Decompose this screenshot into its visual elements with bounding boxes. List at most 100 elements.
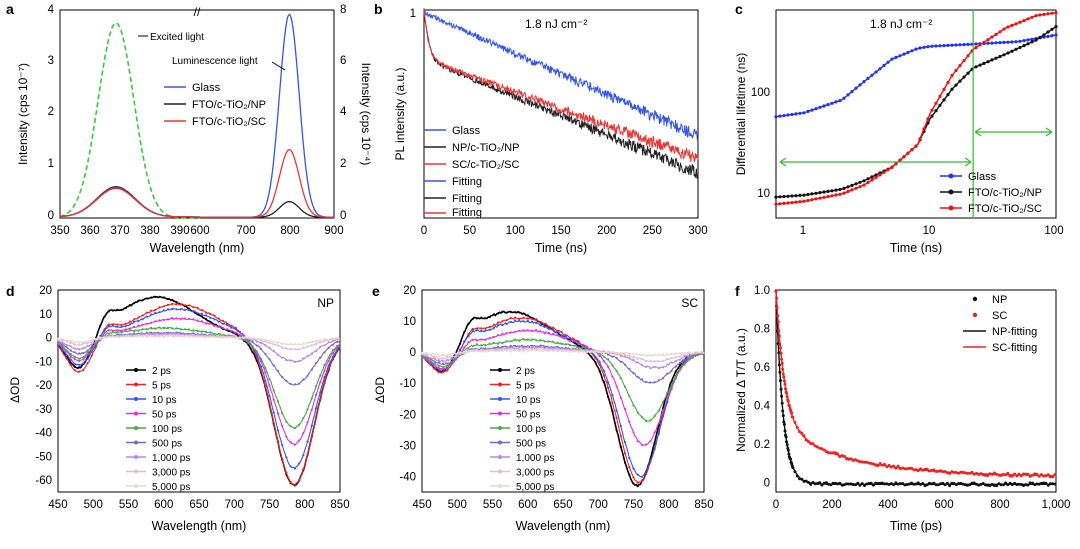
- panel-f-point-sc: [887, 463, 891, 467]
- panel-f-point-np: [807, 481, 810, 484]
- panel-d-point: [162, 309, 165, 312]
- panel-f-point-sc: [903, 467, 907, 471]
- panel-d-point: [259, 369, 263, 372]
- panel-e-point: [615, 416, 618, 419]
- panel-e-point: [556, 331, 559, 334]
- panel-e-y-tick: 10: [403, 316, 416, 328]
- panel-f-point-sc: [966, 471, 969, 475]
- panel-e-point: [492, 326, 495, 329]
- panel-d-point: [69, 339, 72, 343]
- panel-f-point-sc: [1006, 471, 1010, 475]
- panel-e-point: [522, 320, 525, 323]
- panel-e-point: [687, 355, 690, 358]
- panel-d-point: [192, 310, 195, 313]
- panel-f-point-np: [905, 483, 909, 486]
- panel-d-point: [205, 314, 208, 317]
- panel-d-point: [73, 362, 76, 365]
- panel-e-point: [437, 361, 440, 364]
- panel-d-legend-label: 100 ps: [152, 424, 182, 435]
- panel-c-point: [822, 104, 826, 108]
- panel-c-point: [882, 63, 886, 68]
- panel-e-point: [518, 339, 521, 342]
- panel-e-point: [560, 342, 563, 345]
- panel-c-point: [1030, 40, 1034, 44]
- panel-c-point: [930, 108, 934, 112]
- panel-f-x-tick: 400: [878, 499, 897, 511]
- panel-d-point: [162, 335, 165, 339]
- panel-f-point-np: [778, 370, 782, 374]
- panel-e-point: [700, 350, 703, 353]
- panel-e-point: [653, 353, 656, 356]
- panel-d-point: [310, 424, 313, 427]
- panel-d-point: [314, 362, 318, 365]
- panel-f-point-np: [941, 481, 945, 485]
- panel-f-point-np: [800, 477, 804, 481]
- panel-f-point-np: [943, 483, 947, 487]
- panel-f-point-sc: [883, 462, 887, 466]
- panel-c-point: [898, 158, 902, 162]
- panel-d-point: [183, 304, 186, 307]
- panel-f-point-np: [1022, 484, 1025, 487]
- panel-d-point: [141, 332, 144, 335]
- panel-e-point: [594, 361, 597, 364]
- panel-e-point: [552, 340, 555, 343]
- panel-e-point: [433, 357, 436, 360]
- panel-e-point: [568, 344, 572, 347]
- panel-e-point: [442, 357, 445, 360]
- panel-f-point-sc: [775, 306, 779, 310]
- panel-c-point: [866, 76, 870, 80]
- panel-d-point: [86, 357, 89, 361]
- panel-d-point: [103, 331, 106, 334]
- panel-d-point: [281, 443, 284, 447]
- panel-d-point: [137, 320, 140, 323]
- panel-e-point: [556, 347, 559, 351]
- panel-c-x-tick: 10: [923, 225, 936, 237]
- panel-d-point: [327, 359, 330, 363]
- panel-f-point-sc: [781, 367, 785, 371]
- panel-d-point: [209, 322, 212, 325]
- panel-d-point: [61, 350, 64, 353]
- panel-e-point: [509, 331, 512, 334]
- panel-e-point: [433, 362, 436, 365]
- panel-d-point: [86, 353, 89, 357]
- panel-d-point: [306, 452, 309, 456]
- panel-e-point: [518, 346, 521, 349]
- panel-f-point-np: [1035, 482, 1039, 486]
- panel-f-point-np: [779, 387, 783, 391]
- panel-b-frame: [423, 9, 699, 219]
- panel-d-point: [78, 357, 81, 360]
- panel-e-point: [522, 345, 525, 348]
- panel-d-point: [217, 332, 220, 336]
- panel-e-point: [691, 356, 694, 359]
- panel-d-point: [65, 343, 68, 346]
- panel-c-point: [818, 105, 822, 109]
- panel-e-point: [552, 326, 555, 329]
- panel-e-point: [632, 372, 635, 375]
- panel-f-point-sc: [1010, 474, 1014, 478]
- panel-d-point: [319, 374, 322, 377]
- panel-d-point: [310, 341, 313, 344]
- panel-f-point-sc: [776, 320, 780, 324]
- panel-f-point-sc: [782, 375, 786, 379]
- panel-d-point: [175, 327, 178, 330]
- panel-d-point: [213, 314, 216, 317]
- panel-e-point: [674, 376, 677, 379]
- panel-d-point: [111, 330, 115, 333]
- panel-f-point-sc: [1048, 475, 1052, 479]
- panel-e-point: [581, 350, 584, 353]
- panel-d-point: [293, 383, 296, 386]
- panel-d-point: [323, 376, 326, 379]
- panel-e-y-tick: -20: [399, 409, 416, 421]
- panel-d-point: [128, 304, 131, 307]
- panel-c-point: [974, 42, 978, 46]
- panel-e-point: [497, 342, 500, 345]
- panel-f-point-sc: [910, 466, 913, 470]
- panel-c-point: [938, 44, 942, 48]
- panel-d-point: [196, 335, 199, 338]
- panel-e-legend-label: 500 ps: [516, 439, 546, 450]
- panel-d-point: [175, 332, 178, 335]
- panel-c-point: [982, 40, 986, 44]
- panel-e-point: [556, 329, 559, 332]
- panel-d-point: [319, 356, 322, 359]
- panel-d-legend-marker: [134, 368, 138, 372]
